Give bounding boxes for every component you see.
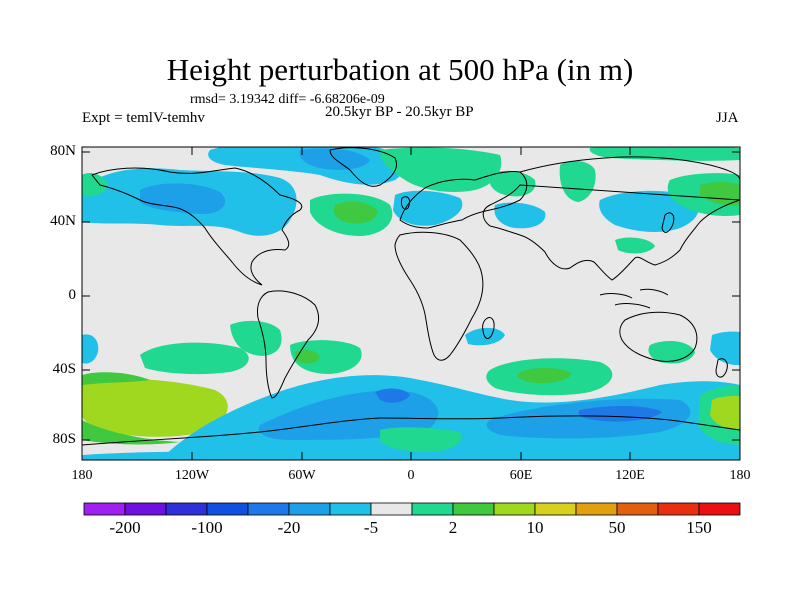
colorbar-swatch xyxy=(165,502,208,516)
lon-label-60e: 60E xyxy=(509,468,533,483)
coastline-south-america xyxy=(257,290,319,399)
colorbar-swatch xyxy=(288,502,331,516)
colorbar-swatch xyxy=(452,502,495,516)
contour-green-asia-north xyxy=(559,160,596,202)
colorbar xyxy=(83,502,741,516)
coastline-australia xyxy=(619,311,698,362)
contour-lime-south-pacific-west xyxy=(82,378,228,437)
contour-green-antarctic xyxy=(380,427,462,452)
colorbar-label-2: 2 xyxy=(448,518,458,537)
experiment-label: Expt = temlV-temhv xyxy=(82,110,205,126)
lon-label-60w: 60W xyxy=(288,468,316,483)
contour-green-south-atlantic-west xyxy=(290,340,362,374)
lon-label-120w: 120W xyxy=(174,468,210,483)
lon-label-180e: 180 xyxy=(729,468,751,483)
colorbar-swatch xyxy=(534,502,577,516)
colorbar-label-minus20: -20 xyxy=(277,518,301,537)
colorbar-swatch xyxy=(329,502,372,516)
contour-cyan-east-pacific-south xyxy=(710,331,740,366)
lon-label-0: 0 xyxy=(407,468,415,483)
contour-lime-atlantic-north xyxy=(333,201,378,224)
lon-label-120e: 120E xyxy=(615,468,645,483)
contour-dblue-southern-ocean xyxy=(375,388,410,403)
coastlines xyxy=(82,147,740,446)
axis-ticks xyxy=(81,147,741,460)
contour-green-south-america xyxy=(230,320,282,356)
lat-label-80n: 80N xyxy=(50,143,76,159)
colorbar-label-minus5: -5 xyxy=(363,518,379,537)
contour-lime-south-atlantic-west xyxy=(295,350,320,364)
colorbar-swatch xyxy=(83,502,126,516)
coastline-uk xyxy=(401,196,411,210)
contour-green-greenland xyxy=(379,147,502,192)
contour-green-south-pacific xyxy=(140,342,249,375)
coastline-new-zealand xyxy=(715,358,728,378)
colorbar-swatch xyxy=(698,502,741,516)
lat-label-80s: 80S xyxy=(52,431,76,447)
colorbar-swatch xyxy=(493,502,536,516)
contour-cyan-south-pacific-west xyxy=(82,334,99,364)
coastline-japan xyxy=(661,212,675,233)
colorbar-swatch xyxy=(370,502,413,516)
lat-label-40n: 40N xyxy=(50,213,76,229)
stats-line: rmsd= 3.19342 diff= -6.68206e-09 xyxy=(190,92,385,107)
contour-green-south-pacific-west-ring xyxy=(82,372,180,445)
season-label: JJA xyxy=(716,110,739,126)
colorbar-swatch xyxy=(616,502,659,516)
colorbar-label-minus200: -200 xyxy=(109,518,141,537)
coastline-africa xyxy=(394,231,484,361)
colorbar-label-150: 150 xyxy=(686,518,712,537)
contour-lime-south-indian xyxy=(517,368,572,384)
colorbar-label-10: 10 xyxy=(526,518,544,537)
coastline-asia xyxy=(482,156,740,281)
contour-blue-north-america xyxy=(140,183,226,215)
contour-green-scandinavia xyxy=(489,170,536,197)
lat-label-40s: 40S xyxy=(52,361,76,377)
colorbar-label-50: 50 xyxy=(608,518,626,537)
coastline-antarctica xyxy=(82,415,740,446)
contour-green-west-edge xyxy=(82,173,108,197)
contour-green-china xyxy=(615,237,655,254)
lon-label-180w: 180 xyxy=(71,468,93,483)
colorbar-swatch xyxy=(411,502,454,516)
coastline-indonesia xyxy=(599,288,669,309)
contour-cyan-europe xyxy=(393,190,463,226)
coastline-madagascar xyxy=(482,317,495,339)
colorbar-label-minus100: -100 xyxy=(191,518,223,537)
contour-cyan-asia-central xyxy=(494,202,546,229)
contour-blue-southern-ocean xyxy=(258,390,439,440)
contour-lime-antarctic-east xyxy=(710,395,740,430)
period-label: 20.5kyr BP - 20.5kyr BP xyxy=(325,104,474,120)
coastline-north-america xyxy=(91,167,303,286)
coastline-greenland xyxy=(329,147,397,187)
colorbar-swatch xyxy=(657,502,700,516)
colorbar-swatch xyxy=(247,502,290,516)
contour-cyan-antarctic-south xyxy=(82,451,420,460)
colorbar-swatch xyxy=(575,502,618,516)
coastline-europe xyxy=(399,171,528,229)
colorbar-swatch xyxy=(206,502,249,516)
colorbar-swatch xyxy=(124,502,167,516)
lat-label-0: 0 xyxy=(68,287,77,303)
map-field xyxy=(82,147,740,460)
map-title: Height perturbation at 500 hPa (in m) xyxy=(166,52,634,87)
